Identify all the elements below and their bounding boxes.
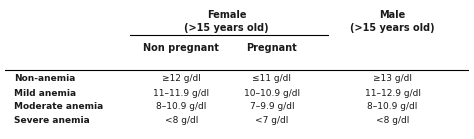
Text: Severe anemia: Severe anemia: [14, 116, 90, 125]
Text: <7 g/dl: <7 g/dl: [255, 116, 289, 125]
Text: 10–10.9 g/dl: 10–10.9 g/dl: [244, 89, 300, 98]
Text: 7–9.9 g/dl: 7–9.9 g/dl: [249, 102, 294, 111]
Text: 8–10.9 g/dl: 8–10.9 g/dl: [367, 102, 418, 111]
Text: Female
(>15 years old): Female (>15 years old): [184, 10, 269, 33]
Text: Moderate anemia: Moderate anemia: [14, 102, 103, 111]
Text: 11–12.9 g/dl: 11–12.9 g/dl: [365, 89, 420, 98]
Text: 8–10.9 g/dl: 8–10.9 g/dl: [156, 102, 207, 111]
Text: Pregnant: Pregnant: [246, 43, 297, 53]
Text: ≥12 g/dl: ≥12 g/dl: [162, 74, 201, 83]
Text: Non-anemia: Non-anemia: [14, 74, 75, 83]
Text: Male
(>15 years old): Male (>15 years old): [350, 10, 435, 33]
Text: 11–11.9 g/dl: 11–11.9 g/dl: [153, 89, 210, 98]
Text: <8 g/dl: <8 g/dl: [164, 116, 198, 125]
Text: ≤11 g/dl: ≤11 g/dl: [252, 74, 292, 83]
Text: ≥13 g/dl: ≥13 g/dl: [373, 74, 412, 83]
Text: Non pregnant: Non pregnant: [143, 43, 219, 53]
Text: Mild anemia: Mild anemia: [14, 89, 76, 98]
Text: <8 g/dl: <8 g/dl: [376, 116, 410, 125]
